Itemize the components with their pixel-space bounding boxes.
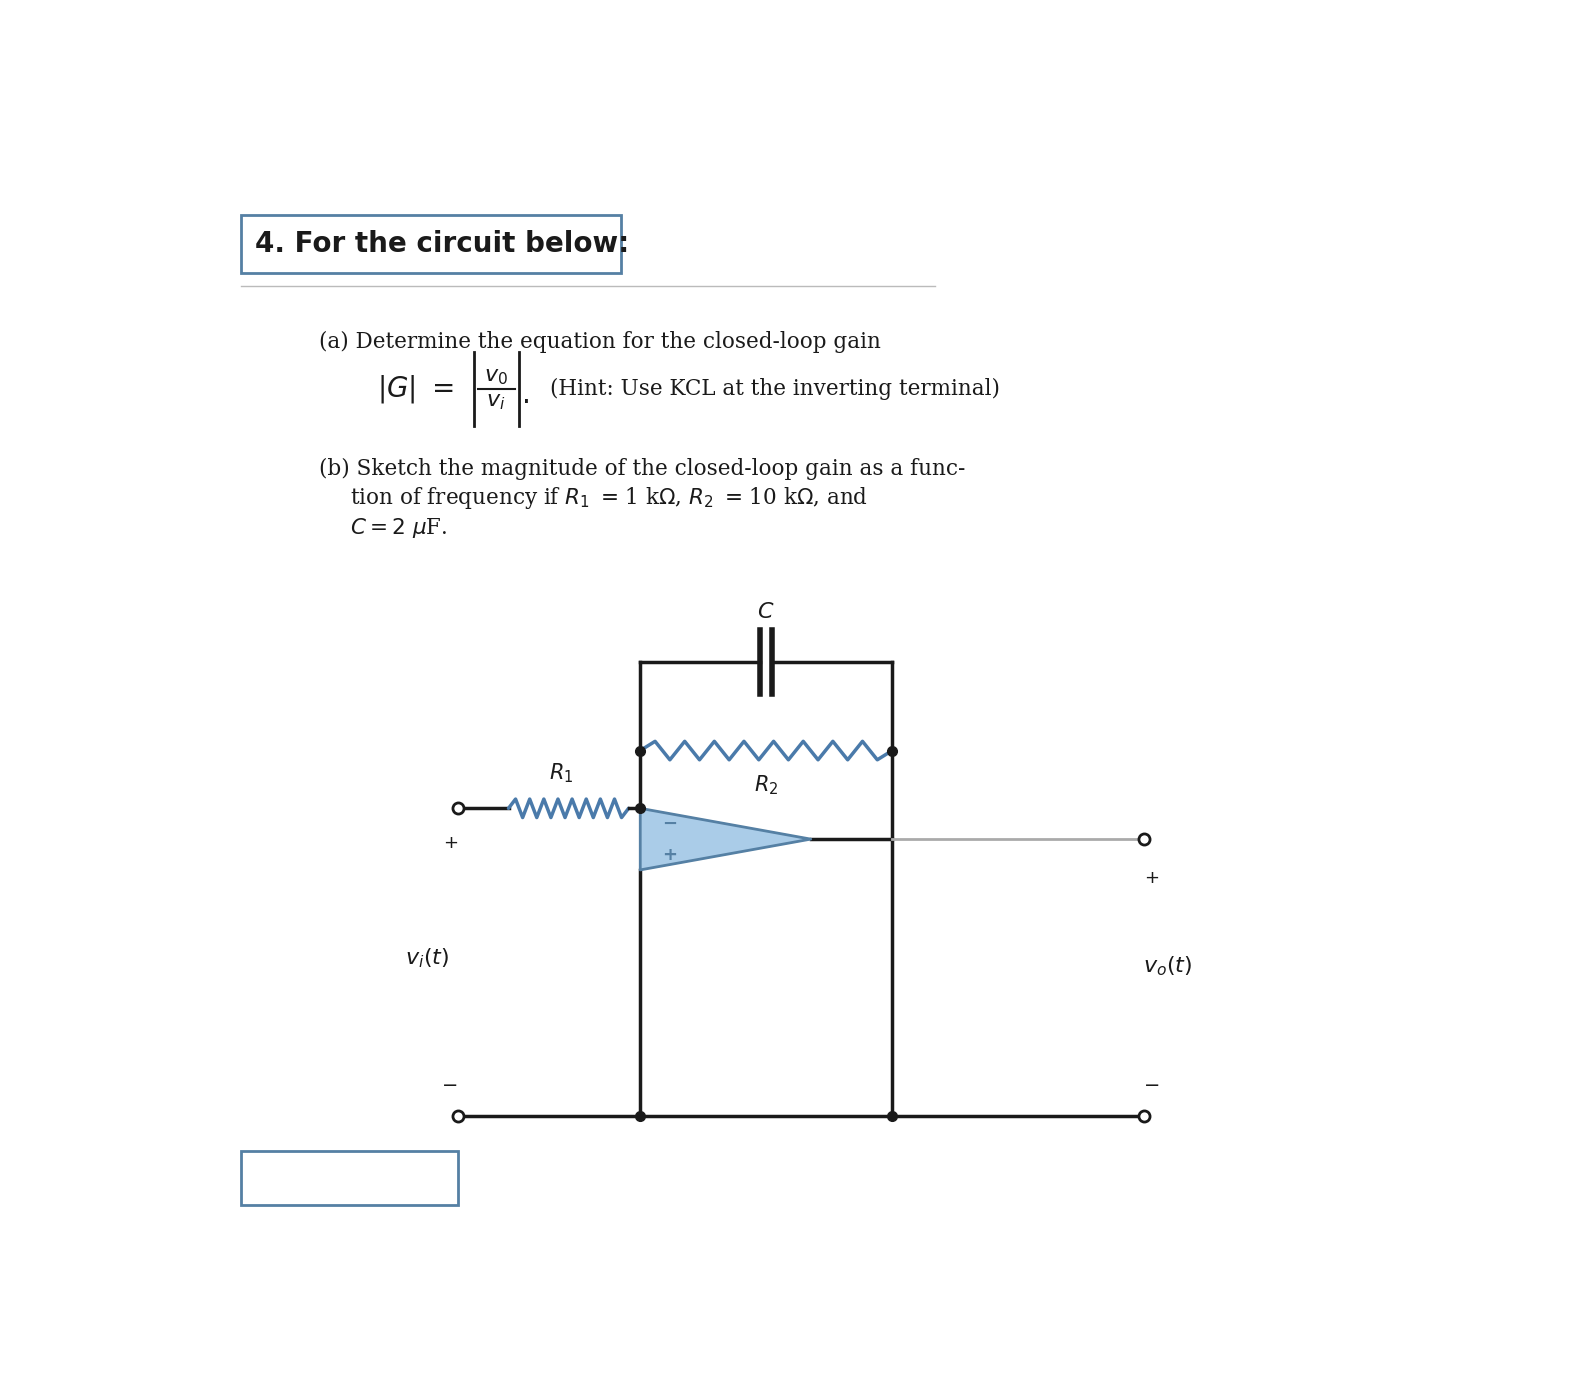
Text: $R_1$: $R_1$ bbox=[548, 762, 573, 785]
Text: $v_0$: $v_0$ bbox=[484, 367, 508, 387]
Polygon shape bbox=[640, 809, 811, 870]
Text: (Hint: Use KCL at the inverting terminal): (Hint: Use KCL at the inverting terminal… bbox=[549, 378, 999, 400]
Text: $C$: $C$ bbox=[757, 602, 775, 621]
Text: +: + bbox=[1145, 868, 1159, 886]
Text: +: + bbox=[443, 834, 457, 852]
Text: $\mathit{v_o(t)}$: $\mathit{v_o(t)}$ bbox=[1142, 955, 1193, 978]
Text: +: + bbox=[662, 846, 676, 864]
Text: (a) Determine the equation for the closed-loop gain: (a) Determine the equation for the close… bbox=[319, 331, 880, 353]
Text: $C = 2\ \mu$F.: $C = 2\ \mu$F. bbox=[349, 515, 448, 540]
Text: $v_i$: $v_i$ bbox=[486, 391, 507, 412]
Text: .: . bbox=[522, 380, 532, 409]
Text: (b) Sketch the magnitude of the closed-loop gain as a func-: (b) Sketch the magnitude of the closed-l… bbox=[319, 457, 966, 480]
Text: tion of frequency if $R_1\,$ = 1 k$\Omega$, $R_2\,$ = 10 k$\Omega$, and: tion of frequency if $R_1\,$ = 1 k$\Omeg… bbox=[349, 485, 867, 511]
Bar bbox=[241, 215, 621, 273]
Text: $R_2$: $R_2$ bbox=[754, 773, 778, 798]
Text: 4. For the circuit below:: 4. For the circuit below: bbox=[256, 230, 629, 258]
Text: $|G|\ =$: $|G|\ =$ bbox=[376, 372, 454, 405]
Text: $\mathit{v_i(t)}$: $\mathit{v_i(t)}$ bbox=[405, 947, 449, 970]
Text: −: − bbox=[441, 1076, 459, 1096]
Bar bbox=[241, 1151, 457, 1204]
Text: −: − bbox=[1143, 1076, 1159, 1096]
Text: −: − bbox=[662, 814, 676, 832]
